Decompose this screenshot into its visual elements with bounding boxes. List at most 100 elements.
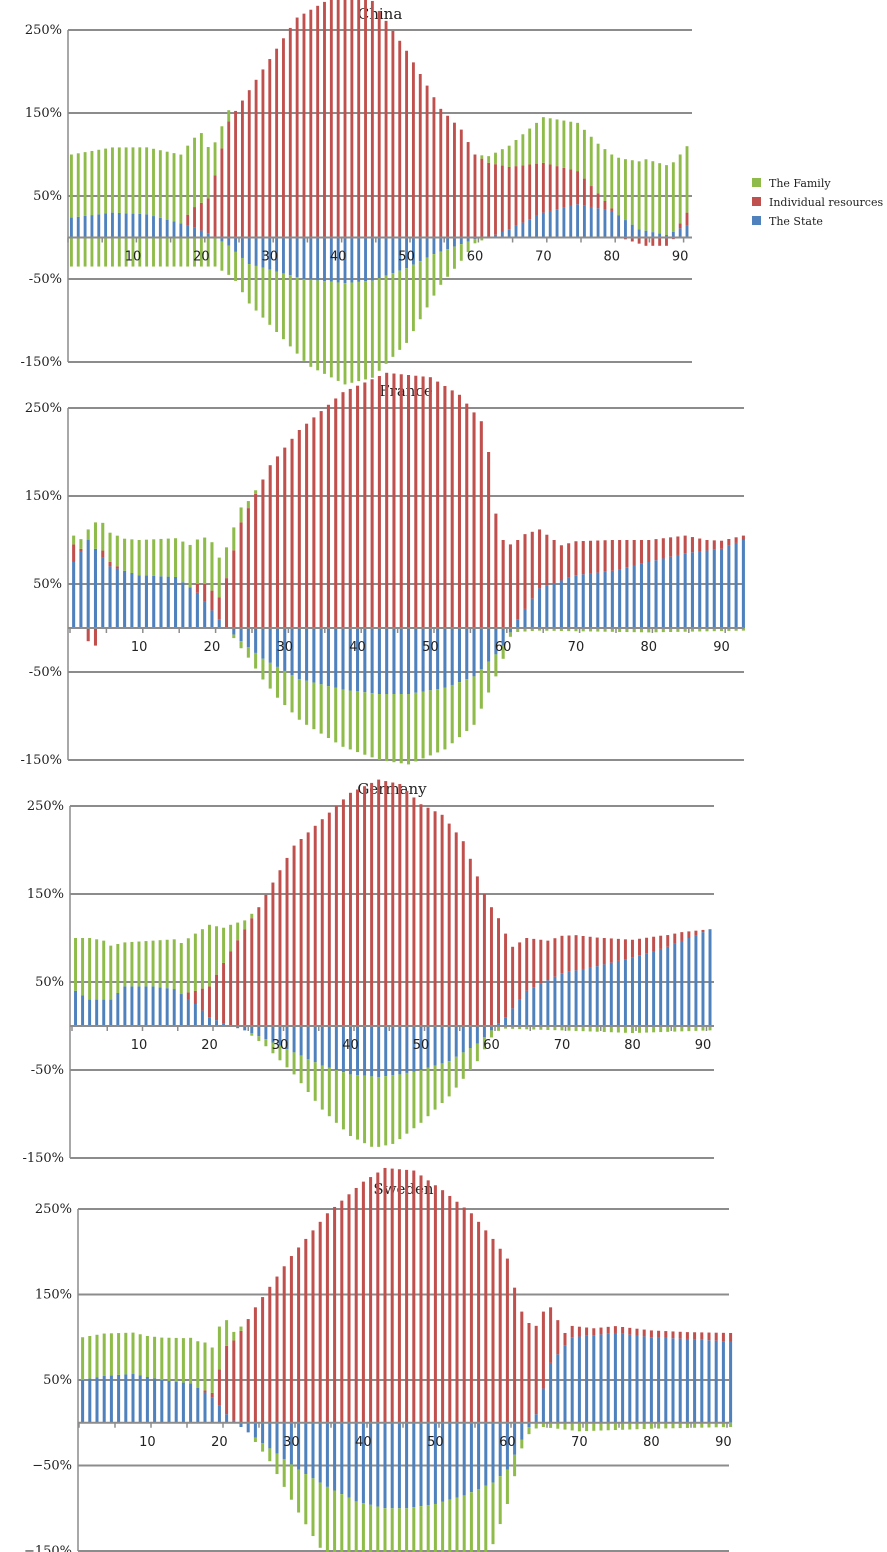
bar-the-family [411,264,415,332]
bar-the-state [72,562,76,628]
bar-the-family [326,686,330,738]
bar-individual-resources [642,1329,646,1337]
y-tick-label: -50% [29,272,62,287]
bar-the-state [487,628,491,662]
x-tick-label: 70 [535,250,552,265]
x-tick-label: 50 [398,250,415,265]
bar-the-family [117,147,121,213]
bar-the-state [432,237,436,255]
bar-the-family [323,281,326,374]
bar-the-family [356,691,360,753]
bar-individual-resources [283,447,287,628]
bar-the-state [217,619,221,628]
bar-individual-resources [589,186,593,207]
bar-individual-resources [243,929,247,1026]
bar-the-family [391,1075,395,1144]
bar-individual-resources [516,540,520,620]
bar-individual-resources [644,237,648,246]
bar-the-family [588,1026,592,1032]
bar-the-state [261,237,265,268]
bar-individual-resources [618,540,622,570]
bar-the-family [283,670,287,706]
bar-individual-resources [727,539,731,546]
bar-the-family [181,1338,185,1383]
bar-the-state [392,628,396,694]
bar-the-state [535,215,538,238]
x-tick-label: 40 [342,1038,359,1053]
bar-the-family [69,237,73,267]
bar-the-family [217,1326,221,1370]
bar-the-state [246,1422,250,1433]
bar-the-family [513,1454,517,1477]
bar-the-family [137,941,141,987]
bar-the-family [659,1026,663,1033]
bar-the-family [523,628,527,632]
bar-the-family [480,155,484,159]
bar-the-state [356,628,360,692]
bar-the-family [685,1422,689,1428]
bar-individual-resources [569,169,573,206]
bar-the-state [642,1336,646,1423]
y-tick-label: −150% [24,1544,72,1552]
bar-individual-resources [390,1168,394,1423]
bar-individual-resources [268,1286,272,1423]
bar-the-state [489,1026,493,1031]
bar-the-family [448,1499,452,1552]
y-tick-label: -150% [20,753,62,768]
bar-the-family [227,245,231,275]
bar-individual-resources [628,1327,632,1335]
bar-the-family [318,1482,322,1548]
bar-individual-resources [369,1177,373,1423]
bar-individual-resources [398,784,402,1026]
bar-the-family [398,270,402,350]
bar-individual-resources [397,1169,401,1423]
bar-the-family [72,535,76,545]
bar-the-family [635,1422,639,1430]
bar-the-family [433,1065,437,1110]
bar-the-family [426,1505,430,1552]
bar-individual-resources [541,1311,545,1389]
bar-the-state [268,1422,272,1449]
bar-individual-resources [457,394,462,628]
bar-the-state [320,1026,324,1066]
bar-the-family [282,1459,286,1487]
bar-the-state [329,237,333,282]
bar-the-family [606,1422,610,1431]
bar-the-state [582,205,586,238]
bar-individual-resources [487,452,491,628]
bar-individual-resources [454,832,458,1026]
bar-the-family [268,662,272,689]
bar-individual-resources [288,27,292,238]
bar-individual-resources [635,1328,639,1336]
bar-the-state [153,1378,157,1423]
bar-individual-resources [254,493,258,628]
bar-the-family [443,687,447,750]
bar-individual-resources [297,1247,301,1423]
bar-the-state [261,628,265,659]
bar-the-state [334,628,338,688]
bar-the-family [461,1052,465,1079]
bar-the-state [657,1337,661,1423]
bar-the-state [504,1017,508,1026]
bar-individual-resources [585,1327,589,1336]
bar-individual-resources [327,812,331,1026]
chart-panel-sweden: Sweden 250% 150% 50% −50% −150% 10 20 30 40 50 60 70… [24,1167,733,1552]
x-tick-label: 90 [713,640,730,655]
y-tick-label: 50% [33,189,62,204]
bar-the-family [426,1067,430,1117]
bar-the-state [658,233,662,238]
bar-individual-resources [508,544,512,628]
bar-the-state [405,237,409,269]
x-tick-label: 60 [483,1038,500,1053]
bar-the-family [518,1026,522,1030]
x-tick-label: 70 [554,1038,571,1053]
bar-the-state [625,567,629,628]
bar-the-state [610,210,614,238]
bar-individual-resources [581,541,585,575]
bar-the-family [535,122,538,164]
bar-individual-resources [652,936,656,952]
bar-the-state [193,227,196,238]
bar-the-family [227,110,231,122]
bar-the-state [377,1026,381,1078]
bar-the-family [130,941,134,987]
